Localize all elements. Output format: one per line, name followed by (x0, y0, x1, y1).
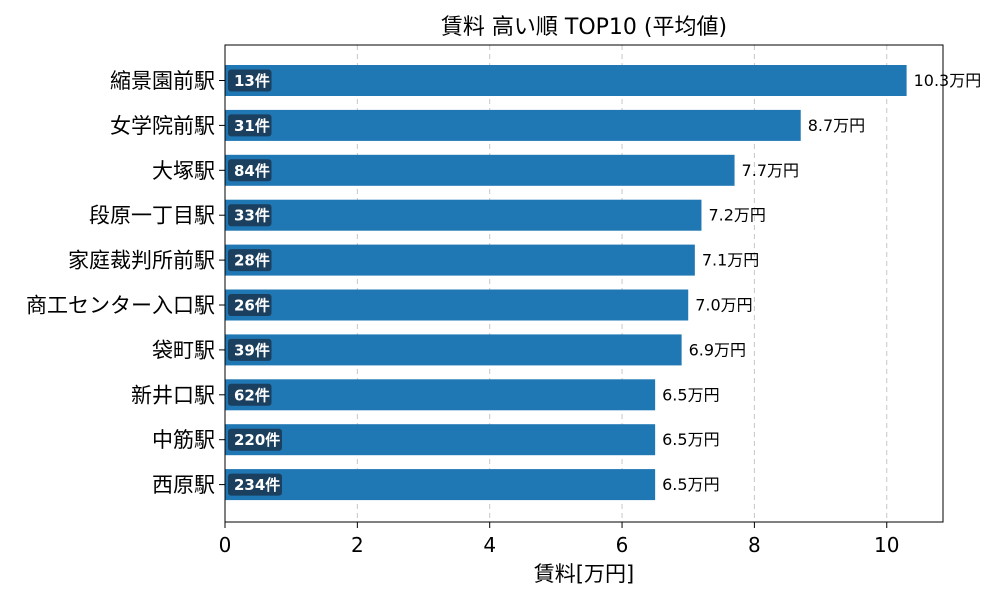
y-tick-label: 大塚駅 (152, 159, 215, 183)
x-tick-label: 2 (351, 533, 364, 557)
y-tick-label: 中筋駅 (152, 428, 215, 452)
y-tick-label: 家庭裁判所前駅 (68, 249, 215, 273)
y-tick-label: 袋町駅 (152, 338, 215, 362)
value-label: 7.0万円 (695, 296, 752, 315)
y-tick-label: 縮景園前駅 (110, 69, 215, 93)
x-tick-label: 0 (219, 533, 232, 557)
plot-frame (224, 44, 944, 523)
bar (225, 244, 695, 276)
count-badge (228, 428, 282, 451)
x-axis: 0 2 4 6 8 10 (219, 522, 899, 557)
count-badge-label: 31件 (234, 117, 270, 135)
chart-title: 賃料 高い順 TOP10 (平均値) (441, 15, 727, 40)
count-badge-label: 39件 (234, 341, 270, 359)
bar (225, 199, 702, 231)
y-tick-label: 段原一丁目駅 (89, 204, 215, 228)
bar (225, 424, 656, 456)
y-tick-label: 西原駅 (152, 473, 215, 497)
count-badge (228, 204, 272, 227)
x-axis-label: 賃料[万円] (534, 562, 634, 586)
y-tick-label: 新井口駅 (131, 383, 215, 407)
count-badge (228, 114, 272, 137)
value-label: 7.1万円 (702, 251, 759, 270)
y-axis: 縮景園前駅女学院前駅大塚駅段原一丁目駅家庭裁判所前駅商工センター入口駅袋町駅新井… (26, 69, 225, 497)
count-badge-label: 26件 (234, 297, 270, 315)
count-badge (228, 473, 282, 496)
count-badge (228, 383, 272, 406)
value-label: 6.9万円 (689, 340, 746, 359)
count-badge-label: 33件 (234, 207, 270, 225)
count-badge-label: 62件 (234, 386, 270, 404)
count-badge (228, 338, 272, 361)
bar (225, 379, 656, 411)
count-badge (228, 249, 272, 272)
value-label: 6.5万円 (662, 475, 719, 494)
bar (225, 65, 907, 96)
x-tick-label: 6 (616, 533, 629, 557)
y-tick-label: 商工センター入口駅 (26, 294, 215, 318)
count-badge-label: 28件 (234, 252, 270, 270)
x-tick-label: 10 (874, 533, 899, 557)
count-badge (228, 159, 272, 182)
value-label: 7.2万円 (708, 206, 765, 225)
bar (225, 154, 735, 186)
x-tick-label: 8 (748, 533, 761, 557)
count-badge-label: 234件 (234, 476, 280, 494)
bars (225, 65, 907, 501)
count-badge-label: 13件 (234, 72, 270, 90)
y-tick-label: 女学院前駅 (110, 114, 215, 138)
bar (225, 289, 689, 321)
value-labels: 10.3万円 8.7万円 7.7万円 7.2万円 7.1万円 7.0万円 6.9万円 6.5万… (662, 71, 981, 494)
value-label: 6.5万円 (662, 430, 719, 449)
bar (225, 469, 656, 501)
count-badges: 13件 31件 84件 33件 28件 26件 39件 62件 220件 234件 (228, 69, 282, 496)
count-badge (228, 294, 272, 316)
value-label: 6.5万円 (662, 385, 719, 404)
value-label: 10.3万円 (914, 71, 982, 90)
count-badge (228, 69, 272, 92)
x-tick-label: 4 (483, 533, 496, 557)
count-badge-label: 220件 (234, 431, 280, 449)
value-label: 7.7万円 (742, 161, 799, 180)
bar (225, 334, 682, 366)
value-label: 8.7万円 (808, 116, 865, 135)
bar (225, 109, 801, 141)
count-badge-label: 84件 (234, 162, 270, 180)
